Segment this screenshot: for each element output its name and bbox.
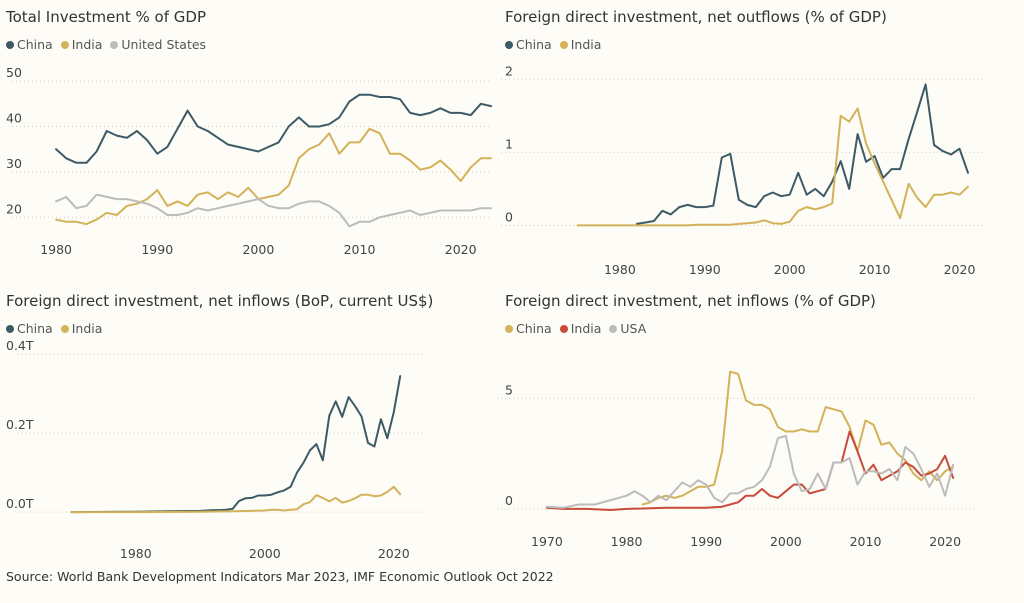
- x-tick-label: 2000: [770, 534, 802, 549]
- y-tick-label: 0.0T: [6, 496, 34, 511]
- series-line-india: [545, 430, 955, 511]
- chart-fdi-inflows-gdp: Foreign direct investment, net inflows (…: [497, 292, 1005, 577]
- legend-dot-icon: [505, 325, 513, 333]
- y-tick-label: 0: [505, 493, 513, 508]
- chart-legend: China India USA: [505, 321, 654, 336]
- legend-item: China: [505, 321, 552, 336]
- legend-label: China: [516, 37, 552, 52]
- y-tick-label: 2: [505, 63, 513, 78]
- x-tick-label: 2010: [344, 242, 376, 257]
- legend-item: United States: [110, 37, 206, 52]
- legend-dot-icon: [60, 325, 69, 333]
- chart-plot: 0 5 1970 1980 1990 2000 2010 2020: [497, 370, 977, 549]
- x-tick-label: 2000: [242, 242, 274, 257]
- legend-dot-icon: [559, 41, 568, 49]
- series-line-india: [576, 107, 969, 227]
- legend-item: China: [6, 37, 53, 52]
- chart-fdi-outflows: Foreign direct investment, net outflows …: [501, 8, 1005, 293]
- y-tick-label: 40: [6, 110, 22, 125]
- x-tick-label: 2000: [249, 546, 281, 561]
- legend-item: USA: [609, 321, 646, 336]
- y-tick-label: 50: [6, 65, 22, 80]
- legend-item: India: [60, 321, 103, 336]
- legend-label: United States: [121, 37, 207, 52]
- x-tick-label: 2010: [859, 262, 891, 277]
- source-note: Source: World Bank Development Indicator…: [6, 569, 554, 584]
- legend-item: China: [6, 321, 53, 336]
- x-tick-label: 2010: [850, 534, 882, 549]
- x-tick-label: 2020: [378, 546, 410, 561]
- chart-plot: 20 30 40 50 1980 1990 2000 2010 2020: [6, 65, 492, 257]
- series-line-china: [70, 375, 402, 514]
- series-line-china: [641, 370, 955, 506]
- x-tick-label: 2000: [774, 262, 806, 277]
- series-line-united-states: [55, 193, 492, 228]
- series-line-china: [55, 93, 492, 164]
- chart-plot: 0.0T 0.2T 0.4T 1980 2000 2020: [6, 338, 426, 561]
- legend-item: China: [505, 37, 552, 52]
- y-tick-label: 30: [6, 156, 22, 171]
- legend-item: India: [559, 37, 602, 52]
- legend-dot-icon: [559, 325, 568, 333]
- series-line-india: [70, 485, 402, 514]
- chart-title: Foreign direct investment, net inflows (…: [505, 292, 876, 310]
- legend-dot-icon: [6, 41, 14, 49]
- chart-total-investment: Total Investment % of GDP China India Unit…: [6, 8, 506, 293]
- legend-item: India: [60, 37, 103, 52]
- x-tick-label: 1990: [690, 534, 722, 549]
- chart-title: Foreign direct investment, net outflows …: [505, 8, 887, 26]
- legend-label: China: [17, 37, 53, 52]
- x-tick-label: 1990: [689, 262, 721, 277]
- chart-legend: China India: [6, 321, 110, 336]
- chart-title: Foreign direct investment, net inflows (…: [6, 292, 434, 310]
- chart-legend: China India: [505, 37, 609, 52]
- series-line-india: [55, 127, 492, 226]
- series-line-usa: [545, 434, 955, 509]
- x-tick-label: 1980: [611, 534, 643, 549]
- legend-label: India: [570, 321, 602, 336]
- x-tick-label: 2020: [445, 242, 477, 257]
- x-tick-label: 1980: [604, 262, 636, 277]
- chart-legend: China India United States: [6, 37, 214, 52]
- legend-dot-icon: [60, 41, 69, 49]
- series-line-china: [635, 83, 969, 225]
- legend-label: India: [570, 37, 602, 52]
- legend-dot-icon: [609, 325, 618, 333]
- legend-label: India: [71, 37, 103, 52]
- legend-dot-icon: [505, 41, 513, 49]
- chart-fdi-inflows-usd: Foreign direct investment, net inflows (…: [6, 292, 506, 577]
- x-tick-label: 1980: [40, 242, 72, 257]
- x-tick-label: 1970: [531, 534, 563, 549]
- legend-dot-icon: [110, 41, 119, 49]
- legend-label: China: [516, 321, 552, 336]
- chart-title: Total Investment % of GDP: [6, 8, 206, 26]
- x-tick-label: 2020: [929, 534, 961, 549]
- x-tick-label: 1980: [120, 546, 152, 561]
- legend-dot-icon: [6, 325, 14, 333]
- y-tick-label: 5: [505, 382, 513, 397]
- legend-label: India: [71, 321, 103, 336]
- y-tick-label: 0.4T: [6, 338, 34, 353]
- legend-label: China: [17, 321, 53, 336]
- x-tick-label: 1990: [141, 242, 173, 257]
- y-tick-label: 20: [6, 201, 22, 216]
- y-tick-label: 0.2T: [6, 417, 34, 432]
- y-tick-label: 1: [505, 136, 513, 151]
- legend-item: India: [559, 321, 602, 336]
- x-tick-label: 2020: [944, 262, 976, 277]
- y-tick-label: 0: [505, 209, 513, 224]
- legend-label: USA: [620, 321, 647, 336]
- chart-plot: 0 1 2 1980 1990 2000 2010 2020: [501, 63, 985, 277]
